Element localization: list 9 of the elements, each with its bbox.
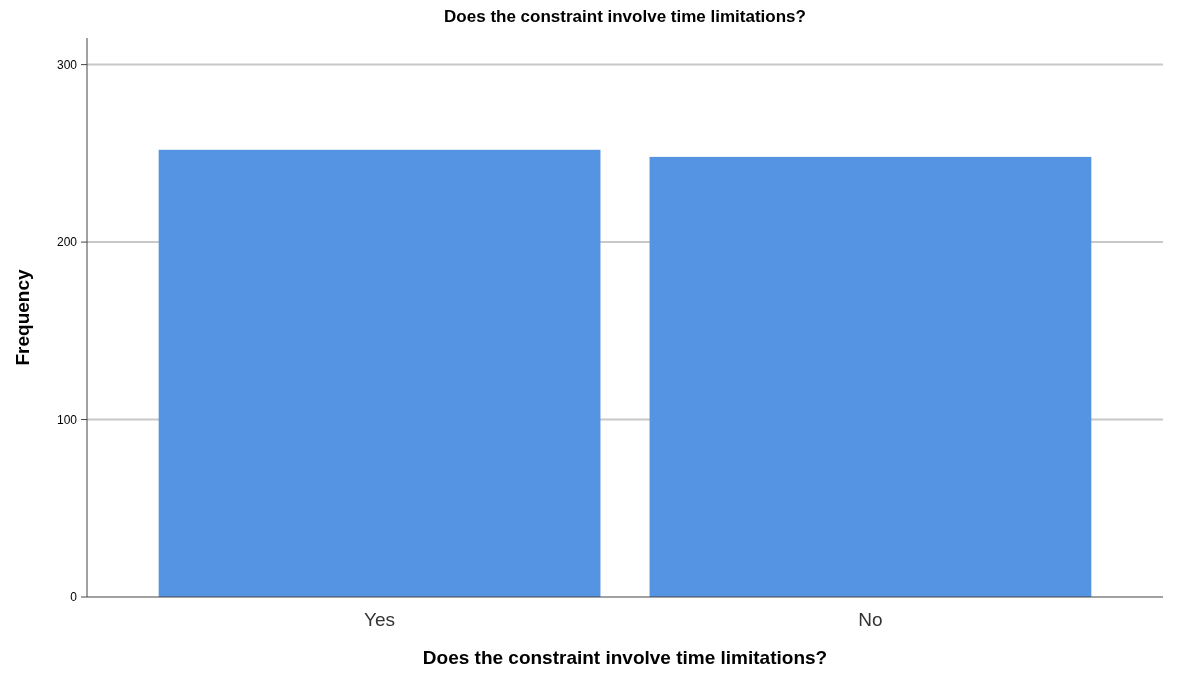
y-tick-label: 100 [56, 412, 78, 427]
y-tick-label: 0 [70, 590, 78, 605]
x-axis-title: Does the constraint involve time limitations? [422, 647, 828, 668]
y-tick-label: 200 [56, 235, 78, 250]
x-tick-label: No [858, 609, 883, 630]
y-tick-label: 300 [56, 57, 78, 72]
x-tick-label: Yes [364, 609, 396, 630]
y-axis-title: Frequency [12, 269, 33, 366]
chart-title: Does the constraint involve time limitations? [444, 7, 806, 26]
